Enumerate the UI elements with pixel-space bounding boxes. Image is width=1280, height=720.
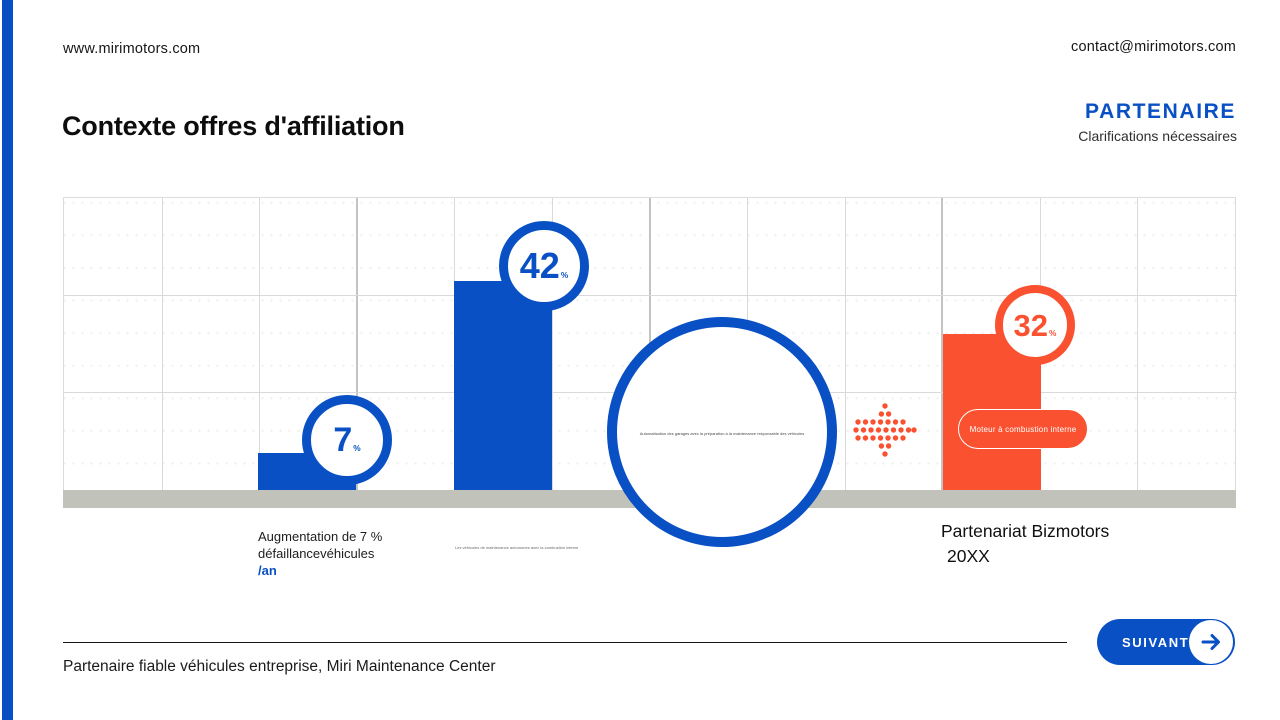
grid-line-vertical [1137,198,1139,491]
caption-right-line1: Partenariat Bizmotors [941,521,1110,541]
caption-left-line1: Augmentation de 7 % [258,529,383,544]
footer-note: Partenaire fiable véhicules entreprise, … [63,658,496,675]
partner-badge-subtitle: Clarifications nécessaires [1078,128,1237,144]
ring-fineprint: Automatisation des garages avec la prépa… [639,430,805,436]
badge-42-number: 42 [519,245,560,286]
caption-left-accent: /an [258,563,277,578]
grid-line-vertical [844,198,846,491]
contact-email: contact@mirimotors.com [1071,39,1236,55]
caption-left-line2: défaillancevéhicules [258,546,375,561]
badge-32-number: 32 [1013,307,1049,343]
bar-42-percent [454,281,552,490]
grid-line-vertical [161,198,163,491]
next-button[interactable]: SUIVANT [1097,619,1235,665]
engine-tag-pill: Moteur à combustion interne [958,409,1088,449]
badge-42-percent-sign: % [560,270,569,280]
caption-left: Augmentation de 7 % défaillancevéhicules… [258,528,382,579]
highlight-ring: Automatisation des garages avec la prépa… [607,317,837,547]
left-accent-strip [2,0,13,720]
caption-right-line2: 20XX [947,546,990,566]
page-title: Contexte offres d'affiliation [62,111,405,141]
partner-badge-title: PARTENAIRE [1085,100,1236,123]
engine-tag-label: Moteur à combustion interne [969,424,1077,434]
grid-line-vertical [941,198,944,491]
badge-32-percent-sign: % [1049,327,1057,338]
grid-line-vertical [355,198,358,491]
website-url: www.mirimotors.com [63,41,201,57]
badge-32-percent: 32% [995,285,1075,365]
arrow-right-icon [1189,620,1233,664]
grid-line-vertical [259,198,261,491]
next-button-label: SUIVANT [1122,634,1190,650]
badge-7-percent-sign: % [353,443,361,453]
bar-fineprint: Les véhicules de maintenance autonomes a… [455,545,579,550]
grid-line-vertical [551,198,553,491]
caption-right: Partenariat Bizmotors 20XX [941,519,1109,569]
dotted-arrow-icon [853,403,917,457]
badge-7-percent: 7% [302,395,392,485]
badge-42-percent: 42% [499,221,589,311]
badge-7-number: 7 [333,421,353,459]
footer-divider [63,642,1067,643]
grid-line-horizontal [64,295,1237,296]
